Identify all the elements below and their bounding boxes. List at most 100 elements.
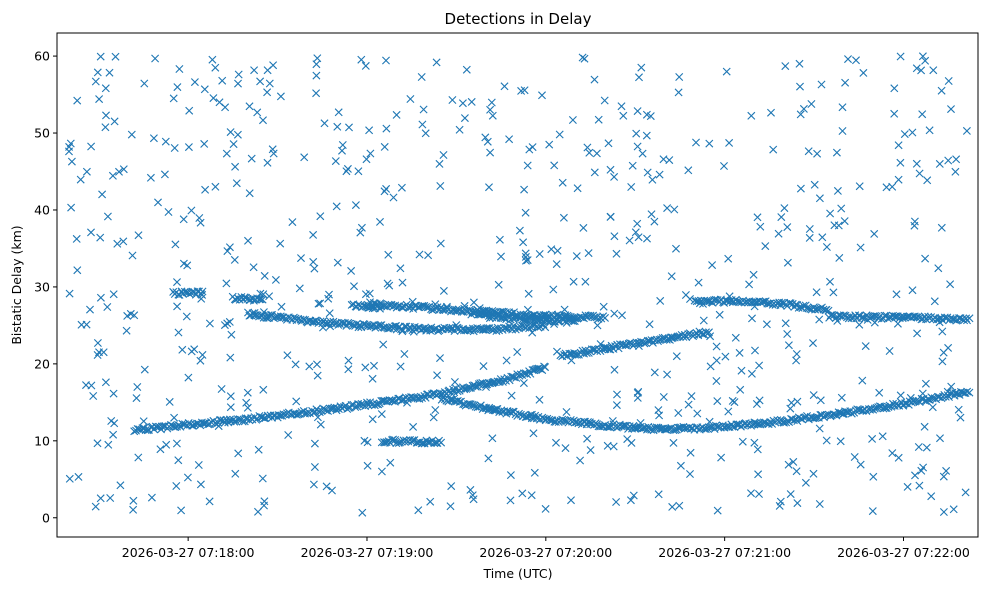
detection-point bbox=[936, 434, 944, 443]
detection-point bbox=[171, 240, 180, 249]
detection-point bbox=[483, 137, 492, 146]
detection-point bbox=[101, 378, 110, 387]
detection-point bbox=[817, 80, 826, 89]
detection-point bbox=[815, 424, 824, 433]
detection-point bbox=[284, 431, 293, 439]
detection-point bbox=[396, 264, 405, 273]
detection-point bbox=[221, 103, 230, 112]
detection-point bbox=[111, 52, 120, 61]
detection-point bbox=[522, 256, 530, 265]
detection-point bbox=[506, 471, 515, 480]
detection-point bbox=[523, 305, 532, 314]
detection-point bbox=[754, 470, 763, 479]
detection-point bbox=[635, 73, 643, 82]
detection-point bbox=[469, 298, 478, 307]
detection-point bbox=[921, 379, 930, 388]
detection-point bbox=[939, 348, 948, 357]
detection-point bbox=[841, 78, 850, 87]
detection-point bbox=[590, 75, 599, 84]
detection-point bbox=[481, 133, 490, 142]
detection-point bbox=[917, 66, 926, 75]
detection-point bbox=[927, 492, 936, 501]
detection-point bbox=[222, 149, 231, 158]
detection-point bbox=[415, 250, 424, 259]
detection-point bbox=[91, 502, 100, 511]
detection-point bbox=[344, 365, 353, 374]
detection-point bbox=[67, 203, 76, 212]
detection-point bbox=[569, 317, 578, 326]
detection-point bbox=[529, 429, 538, 438]
detection-point bbox=[918, 110, 927, 119]
detection-point bbox=[471, 382, 480, 390]
detection-point bbox=[226, 128, 235, 137]
detection-point bbox=[921, 254, 930, 263]
detection-point bbox=[485, 183, 493, 192]
detection-point bbox=[312, 60, 321, 69]
detection-point bbox=[482, 383, 490, 391]
detection-point bbox=[518, 489, 527, 498]
detection-point bbox=[230, 417, 239, 426]
detection-point bbox=[102, 111, 110, 120]
detection-point bbox=[292, 410, 301, 419]
detection-point bbox=[896, 391, 905, 400]
detection-point bbox=[227, 330, 236, 339]
detection-point bbox=[713, 397, 722, 406]
detection-point bbox=[569, 277, 578, 286]
detection-point bbox=[669, 426, 678, 435]
detection-point bbox=[172, 482, 181, 490]
detection-point bbox=[634, 342, 643, 350]
detection-point bbox=[710, 296, 719, 305]
detection-point bbox=[805, 233, 814, 242]
x-axis-label: Time (UTC) bbox=[482, 566, 552, 581]
detection-point bbox=[535, 395, 544, 404]
detection-point bbox=[724, 254, 733, 263]
detection-point bbox=[254, 507, 262, 516]
detection-point bbox=[65, 474, 74, 483]
detection-point bbox=[363, 438, 372, 447]
detection-point bbox=[888, 182, 897, 191]
detection-point bbox=[87, 381, 96, 390]
detection-point bbox=[676, 461, 685, 470]
detection-point bbox=[728, 422, 737, 431]
detection-point bbox=[515, 226, 524, 235]
detection-point bbox=[513, 323, 522, 332]
detection-point bbox=[751, 346, 759, 355]
detection-point bbox=[243, 403, 252, 412]
detection-point bbox=[715, 310, 724, 319]
detection-point bbox=[875, 388, 884, 397]
detection-point bbox=[432, 391, 441, 400]
detection-point bbox=[553, 347, 561, 356]
detection-point bbox=[198, 350, 207, 359]
detection-point bbox=[748, 314, 756, 323]
detection-point bbox=[629, 491, 638, 500]
detection-point bbox=[809, 339, 817, 348]
detection-point bbox=[578, 53, 587, 62]
detection-point bbox=[96, 52, 105, 61]
detection-point bbox=[187, 206, 196, 215]
x-tick-label: 2026-03-27 07:20:00 bbox=[479, 545, 612, 560]
detection-point bbox=[200, 85, 209, 94]
detection-point bbox=[925, 126, 934, 135]
detection-point bbox=[725, 292, 734, 301]
detection-point bbox=[338, 141, 347, 149]
detection-point bbox=[95, 95, 104, 104]
x-tick-label: 2026-03-27 07:19:00 bbox=[301, 545, 434, 560]
detection-point bbox=[194, 461, 203, 469]
detection-point bbox=[233, 130, 242, 139]
detection-point bbox=[382, 124, 391, 133]
detection-point bbox=[310, 439, 319, 448]
detection-point bbox=[316, 212, 325, 221]
detection-point bbox=[87, 142, 96, 151]
detection-point bbox=[198, 287, 207, 296]
detection-point bbox=[419, 105, 428, 114]
detection-point bbox=[455, 125, 464, 134]
detection-point bbox=[471, 402, 480, 411]
detection-point bbox=[232, 179, 241, 188]
detection-point bbox=[479, 362, 488, 371]
detection-point bbox=[497, 252, 505, 261]
detection-point bbox=[309, 480, 318, 489]
detection-point bbox=[357, 55, 366, 64]
detection-point bbox=[610, 365, 619, 374]
detection-point bbox=[613, 390, 621, 399]
detection-point bbox=[530, 468, 539, 477]
